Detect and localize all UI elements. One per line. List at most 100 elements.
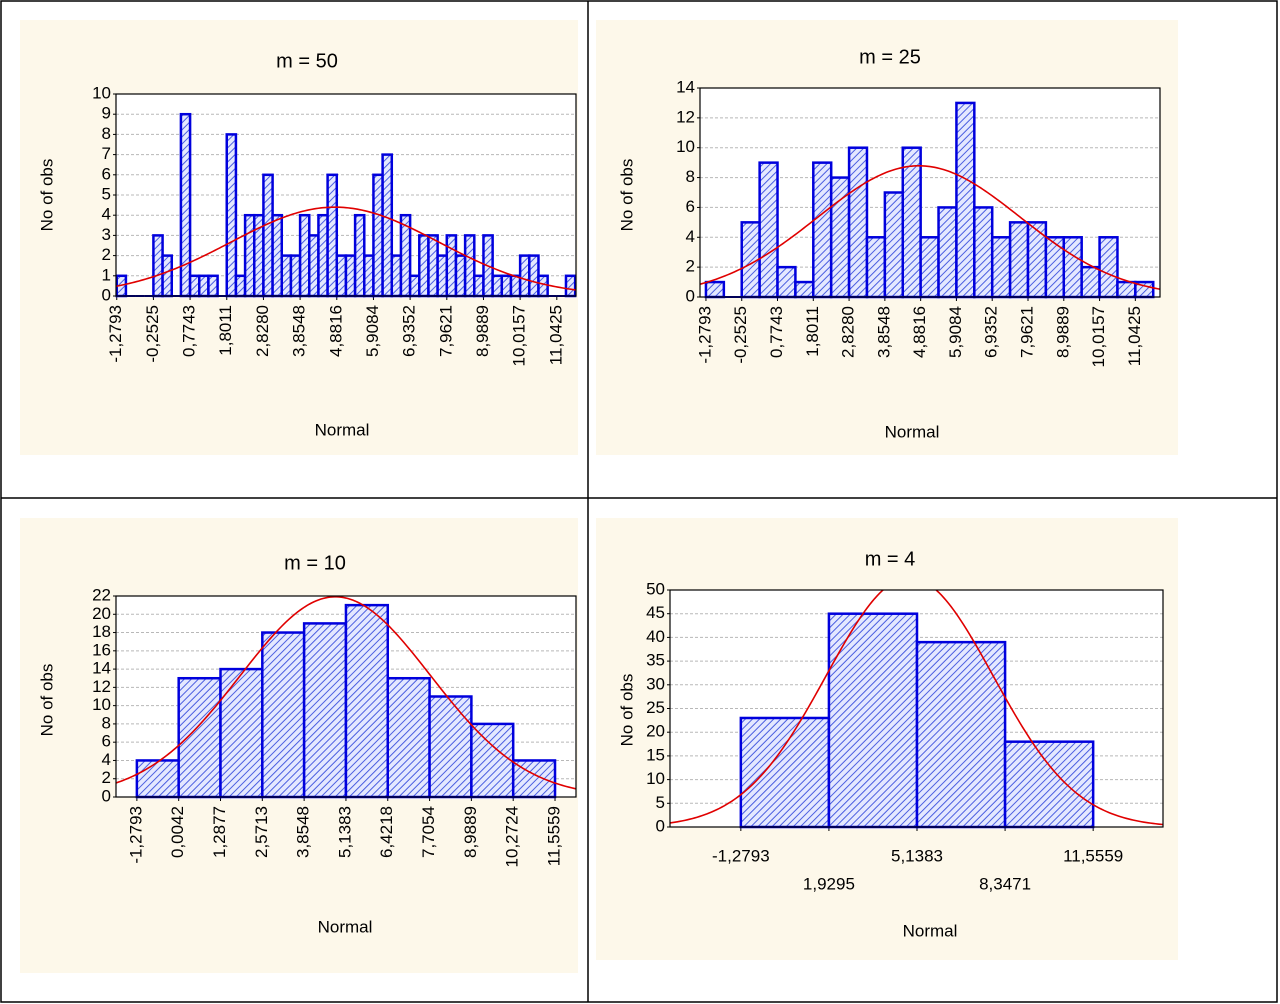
bar xyxy=(901,146,922,299)
x-tick-label: -0,2525 xyxy=(731,306,750,364)
y-axis-label: No of obs xyxy=(37,664,56,737)
x-tick-label: 11,0425 xyxy=(1125,306,1144,366)
bar xyxy=(271,213,284,298)
y-tick-label: 35 xyxy=(646,651,665,670)
bar xyxy=(298,213,311,298)
y-tick-label: 45 xyxy=(646,603,665,622)
bar xyxy=(915,640,1007,829)
y-tick-label: 0 xyxy=(656,816,665,835)
y-tick-label: 14 xyxy=(676,77,695,96)
y-tick-label: 2 xyxy=(102,245,111,264)
bar xyxy=(463,234,476,298)
y-tick-label: 8 xyxy=(102,713,111,732)
x-tick-label: 0,0042 xyxy=(168,806,187,858)
bar xyxy=(243,213,256,298)
plot-frame xyxy=(115,93,577,297)
bar xyxy=(564,274,577,298)
bar xyxy=(219,667,264,799)
bar xyxy=(326,173,339,298)
bar xyxy=(739,716,831,829)
bar xyxy=(470,722,515,799)
x-tick-label: 3,8548 xyxy=(294,806,313,858)
bar xyxy=(1008,221,1030,299)
y-tick-label: 22 xyxy=(92,585,111,604)
x-tick-label: 3,8548 xyxy=(874,306,893,358)
bar xyxy=(261,631,306,799)
bar xyxy=(1003,740,1095,829)
bar xyxy=(381,153,394,298)
bar xyxy=(919,236,940,299)
bar xyxy=(847,146,869,299)
y-tick-label: 6 xyxy=(102,732,111,751)
chart-title: m = 10 xyxy=(284,552,346,574)
bar xyxy=(386,676,431,799)
y-axis-label: No of obs xyxy=(37,159,56,232)
x-tick-label: 6,9352 xyxy=(400,305,419,357)
y-tick-label: 10 xyxy=(92,83,111,102)
x-axis-label: Normal xyxy=(885,422,940,441)
y-tick-label: 0 xyxy=(102,285,111,304)
x-tick-label: -1,2793 xyxy=(695,306,714,364)
y-tick-label: 6 xyxy=(102,164,111,183)
fit-curve xyxy=(670,590,1163,826)
y-tick-label: 25 xyxy=(646,698,665,717)
bar xyxy=(937,206,958,299)
y-axis-label: No of obs xyxy=(617,674,636,747)
x-tick-label: 6,9352 xyxy=(982,306,1001,358)
chart-title: m = 25 xyxy=(859,46,921,68)
y-tick-label: 1 xyxy=(102,265,111,284)
y-tick-label: 5 xyxy=(656,793,665,812)
bar xyxy=(1098,236,1119,299)
y-tick-label: 9 xyxy=(102,104,111,123)
y-tick-label: 4 xyxy=(686,227,695,246)
bar xyxy=(537,274,549,298)
y-tick-label: 7 xyxy=(102,144,111,163)
fit-curve xyxy=(700,164,1160,290)
x-tick-label: 4,8816 xyxy=(910,306,929,358)
x-tick-label: -1,2793 xyxy=(106,305,125,363)
y-tick-label: 40 xyxy=(646,627,665,646)
bar xyxy=(883,191,905,299)
bar xyxy=(289,254,302,298)
y-tick-label: 4 xyxy=(102,750,111,769)
plot-frame xyxy=(699,87,1161,298)
y-tick-label: 16 xyxy=(92,640,111,659)
y-tick-label: 2 xyxy=(686,257,695,276)
y-axis-label: No of obs xyxy=(617,159,636,232)
bar xyxy=(1026,221,1048,299)
x-tick-label: 11,5559 xyxy=(1063,846,1123,865)
x-tick-label: 0,7743 xyxy=(767,306,786,358)
bar xyxy=(302,622,348,799)
bar xyxy=(428,695,473,799)
bar xyxy=(518,254,531,298)
x-tick-label: 8,9889 xyxy=(1053,306,1072,358)
bar xyxy=(1080,265,1101,299)
x-tick-label: -0,2525 xyxy=(143,305,162,363)
bar xyxy=(390,254,403,298)
y-tick-label: 12 xyxy=(676,107,695,126)
bar xyxy=(1116,280,1137,299)
bar xyxy=(865,236,887,299)
fit-curve xyxy=(116,596,576,790)
y-tick-label: 20 xyxy=(92,604,111,623)
x-tick-label: 2,8280 xyxy=(839,306,858,358)
y-tick-label: 12 xyxy=(92,677,111,696)
bar xyxy=(454,254,467,298)
x-axis-label: Normal xyxy=(903,921,958,940)
fit-curve xyxy=(116,206,576,291)
bar xyxy=(408,274,421,298)
bar xyxy=(198,274,210,298)
bar xyxy=(1062,236,1083,299)
bar xyxy=(758,161,779,299)
x-tick-label: 10,0157 xyxy=(510,305,529,366)
bar xyxy=(344,254,357,298)
x-tick-label: 2,8280 xyxy=(253,305,272,357)
x-tick-label: 7,9621 xyxy=(436,305,455,357)
bar xyxy=(973,206,994,299)
x-tick-label: 7,9621 xyxy=(1017,306,1036,358)
x-tick-label: 1,8011 xyxy=(803,306,822,357)
x-tick-label: 5,9084 xyxy=(363,305,382,357)
bar xyxy=(225,133,238,298)
y-tick-label: 8 xyxy=(686,167,695,186)
